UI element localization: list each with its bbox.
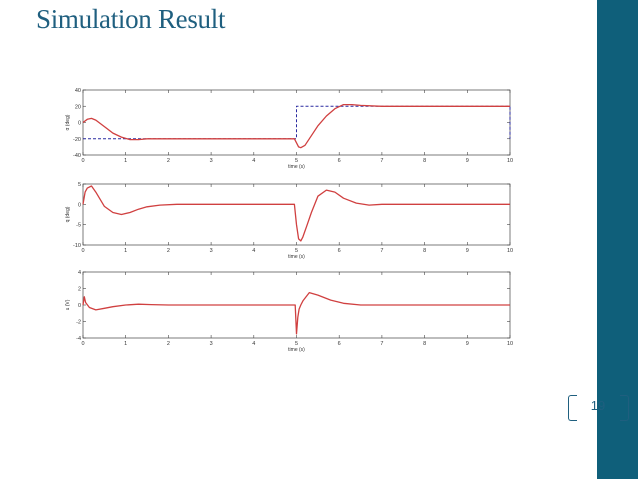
plot-2-xtick-label: 10 xyxy=(507,248,513,254)
plot-2-ytick-label: -5 xyxy=(76,223,81,229)
plot-1-ytick-label: -40 xyxy=(73,153,81,159)
plot-1-xlabel: time (s) xyxy=(288,164,305,170)
plot-1-xtick-label: 1 xyxy=(124,158,127,164)
bracket-right xyxy=(620,395,629,421)
plot-3-xtick-label: 10 xyxy=(507,341,513,347)
plot-1-xtick-label: 2 xyxy=(167,158,170,164)
side-accent-bar xyxy=(597,0,638,479)
plot-1-ytick-label: 20 xyxy=(75,104,81,110)
plot-3-xlabel: time (s) xyxy=(288,347,305,353)
plot-2-response-line xyxy=(82,185,510,242)
plot-1-xtick-label: 7 xyxy=(380,158,383,164)
plot-3-ylabel: u (V) xyxy=(65,299,71,310)
bracket-left xyxy=(568,395,577,421)
plot-2-xtick-label: 3 xyxy=(210,248,213,254)
page-number-badge: 19 xyxy=(568,393,629,423)
plot-3-xtick-label: 0 xyxy=(81,341,84,347)
plot-3-ytick-label: -4 xyxy=(76,336,81,342)
plot-2-xtick-label: 8 xyxy=(423,248,426,254)
plot-3-ytick-label: 2 xyxy=(78,287,81,293)
plot-2-xtick-label: 6 xyxy=(338,248,341,254)
plot-3-xtick-label: 7 xyxy=(380,341,383,347)
plot-2-ytick-label: -10 xyxy=(73,243,81,249)
plot-1-xtick-label: 9 xyxy=(466,158,469,164)
plot-3-ytick-label: 4 xyxy=(78,270,81,276)
plot-2-xtick-label: 9 xyxy=(466,248,469,254)
plot-3-ytick-label: 0 xyxy=(78,303,81,309)
plot-2-xtick-label: 2 xyxy=(167,248,170,254)
plot-2-ytick-label: 5 xyxy=(78,182,81,188)
slide-title: Simulation Result xyxy=(36,4,226,34)
plot-1-ytick-label: 40 xyxy=(75,88,81,94)
plot-2-xtick-label: 4 xyxy=(252,248,255,254)
plot-1-ytick-label: 0 xyxy=(78,121,81,127)
plot-3-xtick-label: 8 xyxy=(423,341,426,347)
plot-1-ylabel: α (deg) xyxy=(65,114,71,130)
plot-1-xtick-label: 5 xyxy=(295,158,298,164)
plot-3-ytick-label: -2 xyxy=(76,320,81,326)
plot-1-xtick-label: 8 xyxy=(423,158,426,164)
plot-3-xtick-label: 6 xyxy=(338,341,341,347)
plot-3-xtick-label: 9 xyxy=(466,341,469,347)
plot-3-xtick-label: 4 xyxy=(252,341,255,347)
plot-2-xlabel: time (s) xyxy=(288,254,305,260)
plot-3-xtick-label: 1 xyxy=(124,341,127,347)
plot-3-response-line xyxy=(82,291,510,335)
plot-1-frame xyxy=(82,89,511,156)
plot-3-xtick-label: 3 xyxy=(210,341,213,347)
plot-2-xtick-label: 5 xyxy=(295,248,298,254)
plot-3-xtick-label: 5 xyxy=(295,341,298,347)
plot-1-xtick-label: 3 xyxy=(210,158,213,164)
plot-2-xtick-label: 1 xyxy=(124,248,127,254)
page-number: 19 xyxy=(590,398,606,413)
plot-1-response-line xyxy=(82,103,510,149)
plot-1-ytick-label: -20 xyxy=(73,137,81,143)
plot-2-ylabel: q (deg) xyxy=(65,206,71,222)
plot-3-xtick-label: 2 xyxy=(167,341,170,347)
plot-1-xtick-label: 0 xyxy=(81,158,84,164)
plot-1-xtick-label: 6 xyxy=(338,158,341,164)
plot-2-frame xyxy=(82,183,511,246)
plot-2-ytick-label: 0 xyxy=(78,202,81,208)
plot-1-xtick-label: 4 xyxy=(252,158,255,164)
plot-2-xtick-label: 0 xyxy=(81,248,84,254)
plot-1-xtick-label: 10 xyxy=(507,158,513,164)
plot-2-xtick-label: 7 xyxy=(380,248,383,254)
